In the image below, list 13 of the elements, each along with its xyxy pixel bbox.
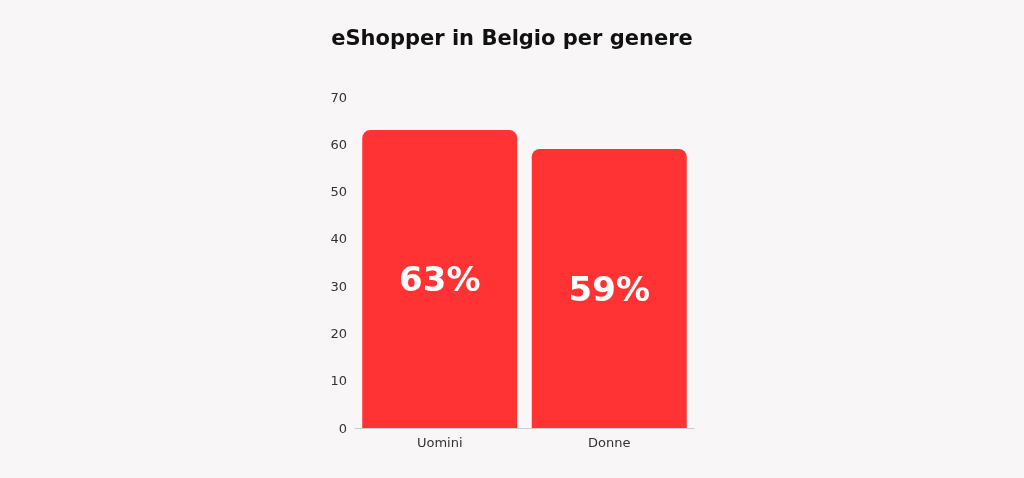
- y-tick-label: 30: [330, 278, 347, 294]
- y-tick-label: 10: [330, 373, 347, 389]
- y-tick-label: 60: [330, 136, 347, 152]
- chart-title: eShopper in Belgio per genere: [331, 25, 693, 50]
- data-label: 59%: [568, 268, 650, 309]
- y-tick-label: 40: [330, 231, 347, 247]
- data-label: 63%: [399, 259, 481, 300]
- y-tick-label: 20: [330, 325, 347, 341]
- x-tick-label: Uomini: [416, 435, 463, 450]
- y-tick-label: 70: [330, 89, 347, 105]
- x-tick-label: Donne: [588, 435, 631, 450]
- y-tick-label: 50: [330, 184, 347, 200]
- y-tick-label: 0: [338, 420, 347, 436]
